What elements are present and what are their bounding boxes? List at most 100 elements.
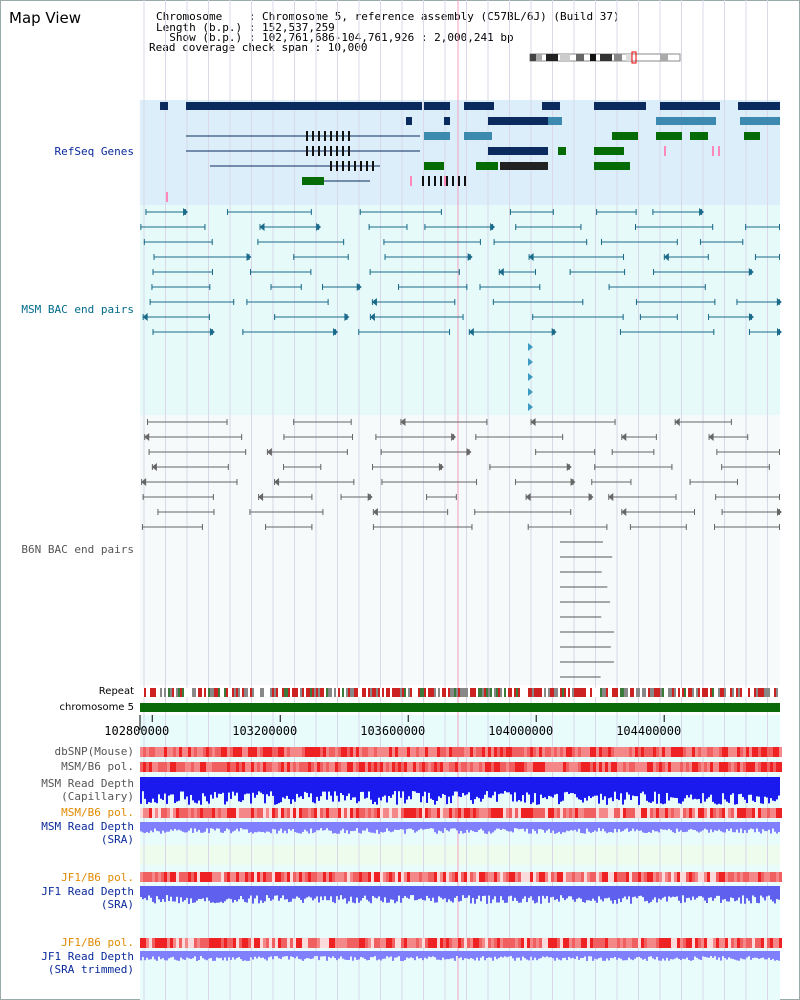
jf1-depth-sra-bar [740, 886, 742, 904]
msm-depth-sra-bar [580, 822, 582, 833]
msm-pol2-cell [578, 808, 581, 818]
jf1-pol-cell [200, 872, 203, 882]
refseq-genes-label[interactable]: RefSeq Genes [54, 145, 134, 158]
msm-depth-cap-bar [572, 777, 574, 794]
msm-pol-cell [140, 762, 143, 772]
repeat-cell [590, 688, 592, 697]
msm-pol2-cell [191, 808, 194, 818]
dbsnp-cell [527, 747, 530, 757]
repeat-cell [354, 688, 356, 697]
jf1-depth-trim-bar [626, 951, 628, 961]
msm-depth-sra-bar [530, 822, 532, 834]
dbsnp-cell [689, 747, 692, 757]
jf1-pol2-cell [635, 938, 638, 948]
jf1-depth-sra-bar [756, 886, 758, 903]
gene-exon [500, 162, 548, 170]
jf1-pol-cell [185, 872, 188, 882]
msm-pol-cell [758, 762, 761, 772]
msm-depth-sra-bar [622, 822, 624, 832]
repeat-cell [654, 688, 656, 697]
msm-depth-sra-bar [232, 822, 234, 832]
msm-pol-cell [230, 762, 233, 772]
msm-bac-pair-end [152, 269, 154, 275]
jf1-pol2-cell [449, 938, 452, 948]
msm-depth-sra-bar [224, 822, 226, 832]
msm-depth-cap-bar [528, 777, 530, 795]
jf1-depth-sra-bar [588, 886, 590, 901]
jf1-depth-trim-bar [668, 951, 670, 961]
chromosome-info: Chromosome : Chromosome 5, reference ass… [156, 10, 620, 23]
msm-bac-pair-end [745, 224, 747, 230]
msm-depth-cap-bar [640, 777, 642, 794]
repeat-cell [410, 688, 412, 697]
jf1-pol-cell [728, 872, 731, 882]
msm-pol-cell [296, 762, 299, 772]
msm-depth-sra-bar [458, 822, 460, 834]
b6n-bac-pair-end [148, 449, 150, 455]
msm-pol-cell [551, 762, 554, 772]
jf1-depth-sra-bar [390, 886, 392, 900]
msm-pol2-cell [296, 808, 299, 818]
msm-pol2-cell [320, 808, 323, 818]
jf1-depth-sra-bar [576, 886, 578, 899]
msm-pol-cell [656, 762, 659, 772]
jf1-depth-trim-bar [440, 951, 442, 961]
b6n-bac-label[interactable]: B6N BAC end pairs [21, 543, 134, 556]
msm-depth-cap-bar [316, 777, 318, 797]
repeat-cell [648, 688, 650, 697]
jf1-pol2-cell [509, 938, 512, 948]
msm-bac-pair-end [322, 284, 324, 290]
jf1-pol2-cell [581, 938, 584, 948]
jf1-pol-label-1: JF1/B6 pol. [61, 871, 134, 884]
msm-pol-cell [722, 762, 725, 772]
jf1-depth-sra-bar [518, 886, 520, 903]
msm-bac-label[interactable]: MSM BAC end pairs [21, 303, 134, 316]
b6n-bac-pair-end [714, 524, 716, 530]
msm-depth-sra-fill-bg [140, 845, 780, 865]
jf1-pol-cell [317, 872, 320, 882]
msm-depth-sra-bar [502, 822, 504, 829]
repeat-cell [776, 688, 778, 697]
jf1-pol2-cell [224, 938, 227, 948]
jf1-depth-trim-bar [608, 951, 610, 961]
msm-depth-cap-bar [764, 777, 766, 797]
jf1-depth-sra-bar [368, 886, 370, 902]
repeat-cell [160, 688, 162, 697]
jf1-pol-cell [740, 872, 743, 882]
jf1-depth-sra-bar [214, 886, 216, 904]
jf1-depth-trim-bar [504, 951, 506, 957]
msm-depth-cap-bar [680, 777, 682, 804]
gene-exon [424, 102, 450, 110]
msm-bac-pair-end [492, 299, 494, 305]
repeat-cell [670, 688, 672, 697]
repeat-cell [264, 688, 266, 697]
msm-pol-cell [458, 762, 461, 772]
msm-depth-sra-bar [308, 822, 310, 834]
msm-pol-cell [593, 762, 596, 772]
repeat-cell [706, 688, 708, 697]
jf1-pol2-cell [296, 938, 299, 948]
jf1-depth-sra-bar [546, 886, 548, 897]
jf1-depth-trim-bar [216, 951, 218, 958]
msm-pol2-cell [341, 808, 344, 818]
msm-pol2-cell [392, 808, 395, 818]
msm-pol2-cell [668, 808, 671, 818]
jf1-depth-trim-bar [566, 951, 568, 961]
msm-depth-cap-bar [712, 777, 714, 802]
msm-bac-pair-arrow [344, 313, 350, 321]
jf1-pol-cell [224, 872, 227, 882]
msm-depth-sra-bar [702, 822, 704, 831]
ideogram-band [546, 54, 558, 61]
msm-depth-cap-bar [142, 777, 144, 792]
msm-bac-pair-arrow [777, 328, 782, 336]
jf1-pol-cell [239, 872, 242, 882]
msm-depth-sra-bar [428, 822, 430, 829]
chromosome-bar [140, 703, 780, 712]
jf1-pol-cell [491, 872, 494, 882]
jf1-depth-trim-bar [558, 951, 560, 960]
msm-pol-cell [635, 762, 638, 772]
msm-pol-cell [617, 762, 620, 772]
msm-bac-pair-end [310, 269, 312, 275]
dbsnp-cell [731, 747, 734, 757]
